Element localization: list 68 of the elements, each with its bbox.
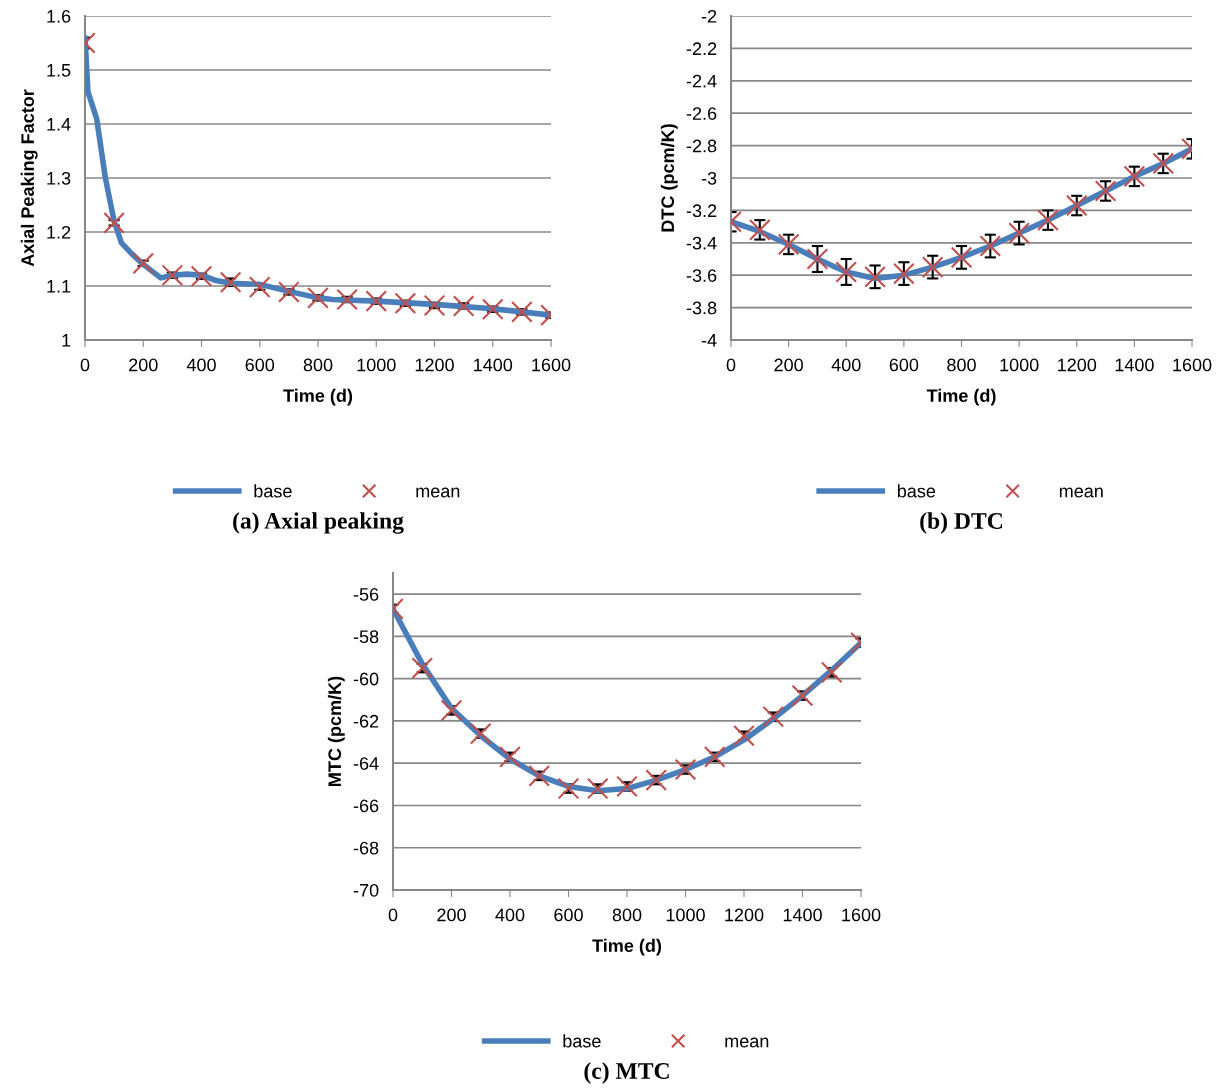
legend-label: base bbox=[563, 1034, 601, 1048]
x-tick-label: 1000 bbox=[1000, 358, 1039, 372]
x-tick-label: 600 bbox=[889, 358, 919, 372]
y-tick-label: -58 bbox=[353, 630, 379, 644]
x-tick-label: 400 bbox=[831, 358, 861, 372]
y-tick-label: -3.4 bbox=[686, 236, 717, 250]
y-tick-label: 1 bbox=[62, 334, 71, 347]
y-tick-label: 1.6 bbox=[47, 9, 71, 23]
y-tick-label: 1.4 bbox=[47, 118, 71, 131]
x-tick-label: 1600 bbox=[1173, 358, 1212, 372]
y-tick-label: -2.8 bbox=[686, 139, 717, 153]
x-tick-label: 1400 bbox=[1115, 358, 1154, 372]
y-tick-label: -70 bbox=[353, 883, 379, 897]
y-tick-label: -56 bbox=[353, 588, 379, 601]
legend-label: base bbox=[897, 484, 936, 498]
x-tick-label: 800 bbox=[612, 908, 642, 922]
y-tick-label: -2.4 bbox=[686, 74, 717, 88]
x-axis-title: Time (d) bbox=[926, 388, 996, 406]
y-axis-title: MTC (pcm/K) bbox=[327, 676, 345, 786]
y-tick-label: -68 bbox=[353, 841, 379, 855]
x-tick-label: 600 bbox=[554, 908, 583, 922]
x-tick-label: 1400 bbox=[474, 358, 513, 372]
legend-label: mean bbox=[725, 1037, 769, 1048]
y-tick-label: -64 bbox=[353, 757, 379, 770]
x-tick-label: 200 bbox=[774, 358, 803, 372]
y-tick-label: -2 bbox=[701, 9, 717, 23]
x-tick-label: 0 bbox=[388, 908, 398, 922]
x-tick-label: 1200 bbox=[725, 908, 764, 922]
x-tick-label: 1600 bbox=[532, 358, 571, 372]
text: (a) Axial peaking bbox=[233, 512, 404, 534]
x-axis-title: Time (d) bbox=[592, 938, 662, 956]
x-tick-label: 1600 bbox=[842, 908, 881, 922]
y-tick-label: 1.5 bbox=[47, 64, 71, 77]
y-tick-label: 1.1 bbox=[47, 280, 71, 293]
x-tick-label: 0 bbox=[80, 358, 90, 372]
y-tick-label: -2.2 bbox=[686, 42, 717, 55]
legend-label: mean bbox=[1059, 487, 1103, 498]
legend-label: mean bbox=[416, 487, 460, 498]
y-tick-label: 1.2 bbox=[47, 225, 71, 239]
x-tick-label: 1200 bbox=[415, 358, 454, 372]
y-axis-title: Axial Peaking Factor bbox=[20, 89, 38, 267]
x-tick-label: 200 bbox=[129, 358, 158, 372]
y-tick-label: -3.2 bbox=[686, 204, 717, 218]
y-axis-title: DTC (pcm/K) bbox=[660, 124, 678, 232]
x-tick-label: 1400 bbox=[783, 908, 822, 922]
x-tick-label: 800 bbox=[947, 358, 976, 372]
x-tick-label: 400 bbox=[186, 358, 216, 372]
x-tick-label: 800 bbox=[303, 358, 333, 372]
text: (c) MTC bbox=[584, 1062, 669, 1084]
x-tick-label: 1000 bbox=[357, 358, 396, 372]
x-tick-label: 1000 bbox=[666, 908, 705, 922]
y-tick-label: -62 bbox=[353, 714, 379, 728]
legend-label: base bbox=[254, 484, 292, 498]
y-tick-label: -66 bbox=[353, 799, 379, 813]
y-tick-label: 1.3 bbox=[47, 171, 71, 185]
x-tick-label: 200 bbox=[437, 908, 466, 922]
y-tick-label: -3.8 bbox=[686, 301, 717, 315]
x-tick-label: 400 bbox=[495, 908, 525, 922]
x-tick-label: 1200 bbox=[1058, 358, 1097, 372]
y-tick-label: -4 bbox=[701, 334, 717, 347]
x-tick-label: 600 bbox=[245, 358, 275, 372]
y-tick-label: -60 bbox=[353, 672, 379, 686]
y-tick-label: -3.6 bbox=[686, 269, 717, 282]
y-tick-label: -2.6 bbox=[686, 107, 717, 120]
y-tick-label: -3 bbox=[701, 171, 717, 185]
x-axis-title: Time (d) bbox=[283, 388, 353, 406]
text: (b) DTC bbox=[920, 512, 1003, 534]
x-tick-label: 0 bbox=[726, 358, 736, 372]
